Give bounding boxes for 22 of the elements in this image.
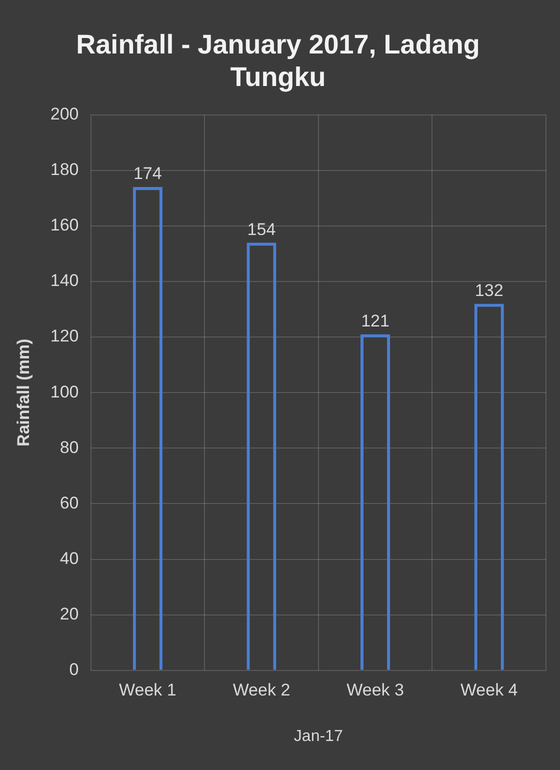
y-tick-label: 160 [50, 216, 79, 235]
y-tick-label: 120 [50, 326, 79, 346]
data-label: 132 [474, 280, 504, 300]
y-tick-label: 100 [50, 382, 79, 402]
x-tick-label: Week 3 [346, 680, 404, 700]
y-tick-label: 60 [60, 493, 79, 512]
data-label: 174 [133, 164, 162, 184]
y-tick-label: 140 [50, 271, 79, 290]
data-label: 154 [247, 220, 276, 239]
x-tick-label: Week 4 [460, 680, 518, 700]
x-tick-label: Week 1 [119, 680, 176, 700]
chart-title: Rainfall - January 2017, Ladang Tungku [76, 30, 480, 92]
y-tick-label: 20 [60, 604, 79, 624]
y-axis-title: Rainfall (mm) [14, 338, 33, 446]
x-axis-title: Jan-17 [294, 728, 343, 745]
x-tick-label: Week 2 [232, 680, 290, 700]
y-tick-label: 80 [60, 438, 79, 457]
data-label: 121 [361, 311, 390, 330]
y-tick-label: 200 [50, 104, 79, 124]
y-tick-label: 180 [50, 160, 79, 180]
y-tick-label: 40 [60, 548, 79, 568]
y-tick-label: 0 [69, 660, 79, 680]
